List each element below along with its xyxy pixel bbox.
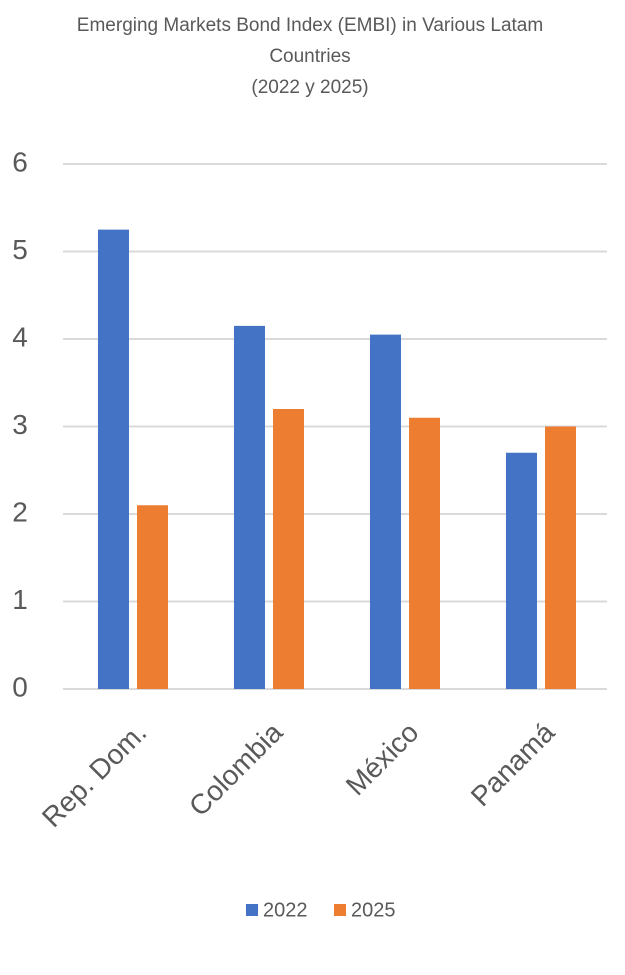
- chart-title: Emerging Markets Bond Index (EMBI) in Va…: [76, 15, 544, 67]
- y-tick-label: 0: [12, 671, 28, 702]
- bar: [234, 325, 265, 689]
- legend-label: 2022: [263, 899, 308, 921]
- bar: [409, 417, 440, 689]
- bar: [545, 426, 576, 689]
- title-block: Emerging Markets Bond Index (EMBI) in Va…: [50, 10, 570, 103]
- x-tick-label: México: [340, 717, 425, 802]
- bar: [273, 409, 304, 689]
- bar: [98, 229, 129, 689]
- bar: [370, 334, 401, 689]
- y-tick-label: 2: [12, 496, 28, 527]
- y-tick-label: 4: [12, 321, 28, 352]
- legend-label: 2025: [351, 899, 396, 921]
- x-tick-label: Rep. Dom.: [36, 717, 153, 834]
- y-tick-label: 5: [12, 234, 28, 265]
- bar: [137, 505, 168, 689]
- legend-swatch: [246, 904, 258, 916]
- y-tick-label: 6: [12, 146, 28, 177]
- x-tick-label: Panamá: [465, 716, 561, 812]
- y-tick-label: 1: [12, 584, 28, 615]
- y-tick-label: 3: [12, 409, 28, 440]
- chart-subtitle: (2022 y 2025): [251, 77, 369, 98]
- bar: [506, 452, 537, 689]
- x-tick-label: Colombia: [183, 716, 289, 822]
- legend-swatch: [334, 904, 346, 916]
